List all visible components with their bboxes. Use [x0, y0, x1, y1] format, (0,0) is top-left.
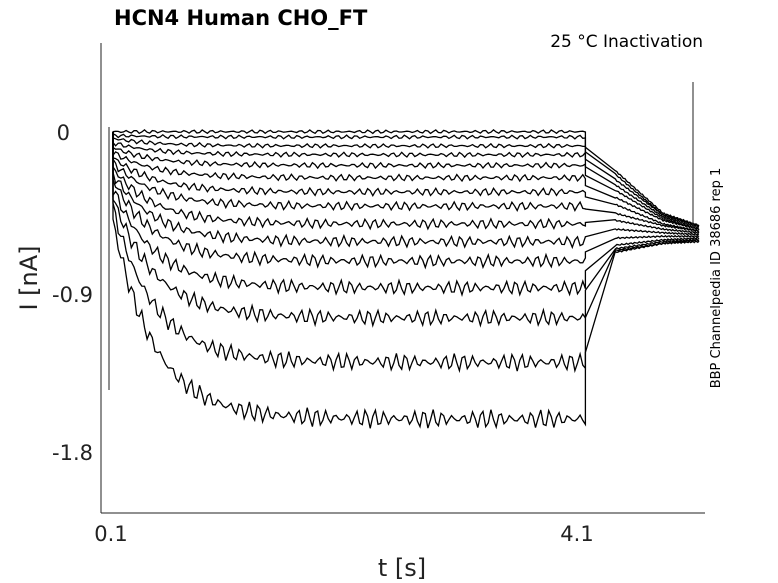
- current-trace: [112, 131, 700, 250]
- y-tick-label: 0: [57, 121, 70, 145]
- y-tick-label: -0.9: [52, 283, 93, 307]
- current-trace: [112, 131, 700, 374]
- current-trace: [112, 131, 700, 231]
- x-axis-label: t [s]: [378, 554, 426, 582]
- current-trace: [112, 129, 700, 227]
- current-trace: [112, 131, 700, 227]
- y-tick-group: 0 -0.9 -1.8: [52, 121, 93, 465]
- current-trace: [112, 131, 700, 231]
- current-trace: [112, 131, 700, 430]
- current-trace: [112, 131, 700, 232]
- current-trace: [112, 131, 700, 227]
- chart-title: HCN4 Human CHO_FT: [114, 6, 368, 30]
- x-tick-label: 4.1: [560, 522, 593, 546]
- channelpedia-id-label: BBP Channelpedia ID 38686 rep 1: [709, 168, 724, 389]
- x-tick-group: 0.1 4.1: [94, 522, 593, 546]
- current-trace: [112, 131, 700, 270]
- current-trace: [112, 131, 700, 233]
- y-tick-label: -1.8: [52, 441, 93, 465]
- traces-group: [112, 129, 700, 430]
- plot-area: [100, 43, 705, 514]
- current-trace: [112, 131, 700, 298]
- current-trace: [112, 131, 700, 234]
- current-trace: [112, 131, 700, 328]
- y-axis-label: I [nA]: [15, 245, 43, 310]
- chart-subtitle: 25 °C Inactivation: [550, 32, 703, 52]
- x-tick-label: 0.1: [94, 522, 127, 546]
- current-trace: [112, 131, 700, 229]
